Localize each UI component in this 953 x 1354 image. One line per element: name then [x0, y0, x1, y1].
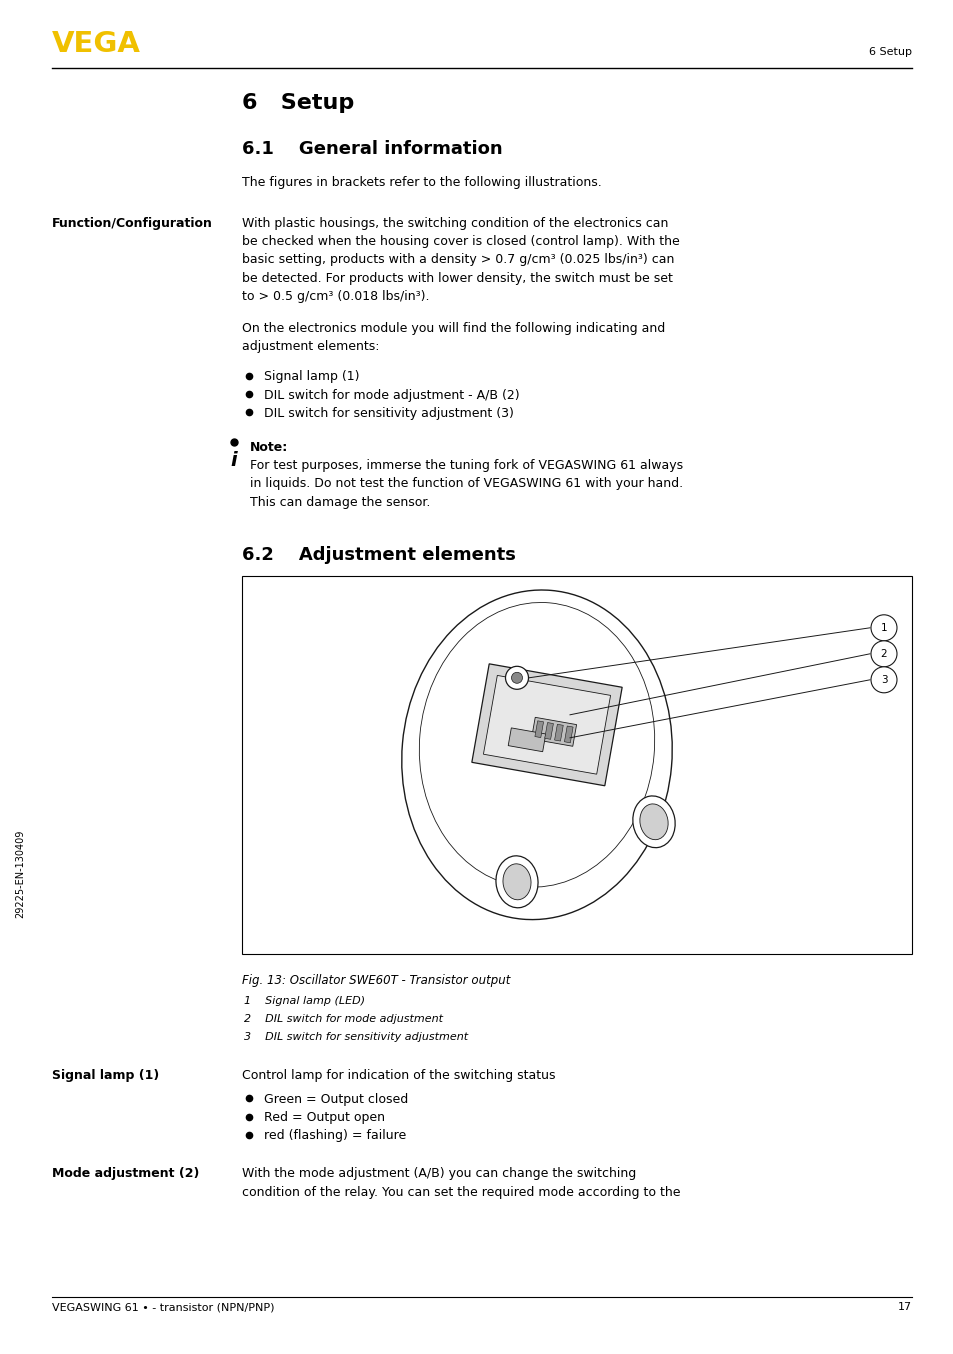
Text: to > 0.5 g/cm³ (0.018 lbs/in³).: to > 0.5 g/cm³ (0.018 lbs/in³).: [242, 290, 429, 303]
Text: With the mode adjustment (A/B) you can change the switching: With the mode adjustment (A/B) you can c…: [242, 1167, 636, 1181]
Text: basic setting, products with a density > 0.7 g/cm³ (0.025 lbs/in³) can: basic setting, products with a density >…: [242, 253, 674, 267]
Text: Red = Output open: Red = Output open: [264, 1112, 385, 1124]
Circle shape: [870, 640, 896, 666]
Ellipse shape: [419, 603, 654, 887]
Bar: [242, 575, 911, 953]
Text: be detected. For products with lower density, the switch must be set: be detected. For products with lower den…: [242, 272, 672, 284]
Text: On the electronics module you will find the following indicating and: On the electronics module you will find …: [242, 322, 664, 334]
Circle shape: [511, 673, 522, 684]
Text: i: i: [230, 451, 236, 470]
Text: in liquids. Do not test the function of VEGASWING 61 with your hand.: in liquids. Do not test the function of …: [250, 478, 682, 490]
Text: 1    Signal lamp (LED): 1 Signal lamp (LED): [244, 997, 365, 1006]
Text: Mode adjustment (2): Mode adjustment (2): [52, 1167, 199, 1181]
Text: 29225-EN-130409: 29225-EN-130409: [15, 830, 25, 918]
Polygon shape: [564, 726, 573, 743]
Text: VEGASWING 61 • - transistor (NPN/PNP): VEGASWING 61 • - transistor (NPN/PNP): [52, 1303, 274, 1312]
Ellipse shape: [401, 590, 672, 919]
Text: 2: 2: [880, 649, 886, 659]
Polygon shape: [531, 718, 576, 746]
Text: Control lamp for indication of the switching status: Control lamp for indication of the switc…: [242, 1068, 555, 1082]
Ellipse shape: [632, 796, 675, 848]
Polygon shape: [535, 720, 543, 738]
Text: Note:: Note:: [250, 441, 288, 454]
Circle shape: [505, 666, 528, 689]
Text: DIL switch for mode adjustment - A/B (2): DIL switch for mode adjustment - A/B (2): [264, 389, 519, 402]
Text: Fig. 13: Oscillator SWE60T - Transistor output: Fig. 13: Oscillator SWE60T - Transistor …: [242, 974, 510, 987]
Text: Green = Output closed: Green = Output closed: [264, 1093, 408, 1106]
Circle shape: [870, 666, 896, 693]
Text: red (flashing) = failure: red (flashing) = failure: [264, 1129, 406, 1143]
Text: DIL switch for sensitivity adjustment (3): DIL switch for sensitivity adjustment (3…: [264, 406, 514, 420]
Polygon shape: [508, 728, 545, 751]
Text: 1: 1: [880, 623, 886, 632]
Text: 3: 3: [880, 674, 886, 685]
Text: This can damage the sensor.: This can damage the sensor.: [250, 496, 430, 509]
Text: With plastic housings, the switching condition of the electronics can: With plastic housings, the switching con…: [242, 217, 668, 230]
Text: 3    DIL switch for sensitivity adjustment: 3 DIL switch for sensitivity adjustment: [244, 1032, 468, 1043]
Ellipse shape: [502, 864, 531, 900]
Polygon shape: [472, 663, 621, 785]
Text: condition of the relay. You can set the required mode according to the: condition of the relay. You can set the …: [242, 1186, 679, 1198]
Text: The figures in brackets refer to the following illustrations.: The figures in brackets refer to the fol…: [242, 176, 601, 190]
Text: Function/Configuration: Function/Configuration: [52, 217, 213, 230]
Text: 6.2    Adjustment elements: 6.2 Adjustment elements: [242, 546, 516, 563]
Text: 6 Setup: 6 Setup: [868, 47, 911, 57]
Text: For test purposes, immerse the tuning fork of VEGASWING 61 always: For test purposes, immerse the tuning fo…: [250, 459, 682, 473]
Polygon shape: [544, 723, 553, 739]
Text: 17: 17: [897, 1303, 911, 1312]
Polygon shape: [554, 724, 562, 741]
Ellipse shape: [639, 804, 667, 839]
Text: adjustment elements:: adjustment elements:: [242, 340, 379, 353]
Polygon shape: [483, 676, 610, 774]
Text: 2    DIL switch for mode adjustment: 2 DIL switch for mode adjustment: [244, 1014, 442, 1024]
Text: Signal lamp (1): Signal lamp (1): [264, 371, 359, 383]
Text: 6   Setup: 6 Setup: [242, 93, 354, 112]
Text: be checked when the housing cover is closed (control lamp). With the: be checked when the housing cover is clo…: [242, 236, 679, 248]
Ellipse shape: [496, 856, 537, 907]
Circle shape: [870, 615, 896, 640]
Text: 6.1    General information: 6.1 General information: [242, 139, 502, 158]
Text: Signal lamp (1): Signal lamp (1): [52, 1068, 159, 1082]
Text: VEGA: VEGA: [52, 30, 141, 58]
